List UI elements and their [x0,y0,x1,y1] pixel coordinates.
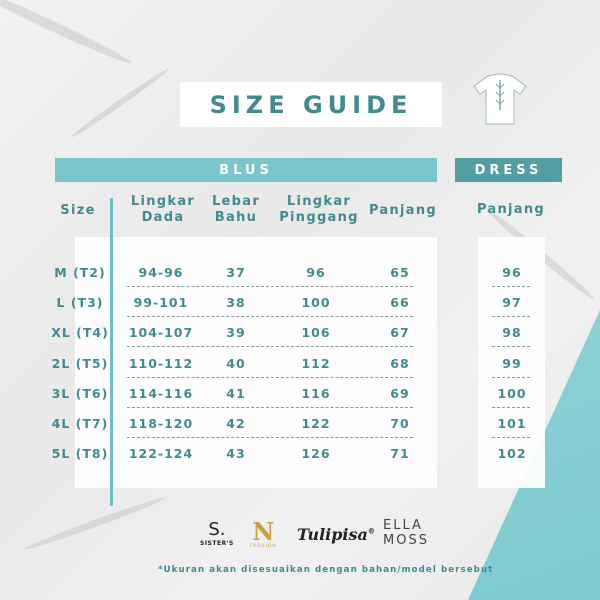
cell-dada: 122-124 [128,446,194,462]
cell-panjang: 65 [390,265,410,280]
cell-panjang: 70 [390,416,410,431]
header-line: Dada [141,210,185,225]
header-lebar-bahu: Lebar Bahu [212,194,260,226]
cell-dada: 94-96 [138,265,184,280]
cell-pinggang: 112 [301,355,331,371]
header-size: Size [60,203,96,218]
cell-pinggang: 100 [301,295,331,311]
cell-panjang: 68 [390,355,410,371]
page-title: SIZE GUIDE [209,90,413,119]
cell-pinggang: 106 [301,325,331,341]
shirt-icon [473,73,527,125]
cell-bahu: 37 [226,265,246,280]
header-panjang: Panjang [368,203,438,218]
header-line: Lebar [211,194,261,209]
logo-text: ® [367,526,375,536]
cell-bahu: 40 [226,355,246,371]
cell-pinggang: 96 [306,265,326,280]
table-row: L (T3) 99-101 38 100 66 97 [0,288,600,318]
table-row: 2L (T5) 110-112 40 112 68 99 [0,349,600,379]
dress-table-panel [478,237,545,488]
marble-vein [23,494,167,553]
cell-dress: 98 [502,325,522,341]
row-divider [492,437,530,438]
cell-dada: 99-101 [133,295,189,311]
logo-ella-moss: ELLA MOSS [383,518,429,548]
row-divider [492,376,530,378]
cell-dada: 110-112 [128,355,194,371]
cell-pinggang: 122 [301,416,331,431]
table-row: 4L (T7) 118-120 42 122 70 101 [0,409,600,439]
cell-panjang: 67 [390,325,410,341]
table-row: XL (T4) 104-107 39 106 67 98 [0,318,600,348]
row-divider [127,406,413,408]
row-divider [127,316,413,318]
cell-dada: 118-120 [128,416,194,431]
row-divider [127,346,413,348]
marble-vein [0,0,134,68]
row-divider [492,286,530,287]
cell-bahu: 43 [226,446,246,462]
cell-panjang: 66 [390,295,410,311]
row-divider [127,286,413,287]
logo-n-fashion: N FASHION [250,517,277,550]
marble-vein [69,66,171,140]
cell-dress: 102 [497,446,527,462]
logo-text: SISTER'S [200,540,234,547]
cell-dada: 104-107 [128,325,194,341]
divider-line [110,198,113,506]
blus-table-panel [75,237,437,488]
row-divider [127,437,413,438]
header-dress-panjang: Panjang [476,202,546,217]
header-line: Pinggang [279,210,359,225]
logo-sisters: S. SISTER'S [200,519,234,548]
title-box: SIZE GUIDE [180,82,442,127]
cell-bahu: 38 [226,295,246,311]
logo-text: S. [208,519,226,540]
cell-bahu: 39 [226,325,246,341]
blus-section-bar: BLUS [55,158,437,182]
cell-size: M (T2) [54,265,106,280]
footnote: *Ukuran akan disesuaikan dengan bahan/mo… [158,565,494,575]
header-lingkar-dada: Lingkar Dada [131,194,195,226]
cell-dress: 100 [497,385,527,401]
header-line: Lingkar [286,194,352,209]
header-line: Bahu [214,210,258,225]
cell-dress: 97 [502,295,522,311]
logo-text: ELLA [383,518,423,533]
cell-dress: 99 [502,355,522,371]
logo-text: FASHION [250,544,277,549]
dress-section-bar: DRESS [455,158,562,182]
cell-pinggang: 116 [301,385,331,401]
logo-text: MOSS [383,533,429,548]
cell-size: XL (T4) [51,325,109,341]
cell-bahu: 41 [226,385,246,401]
cell-size: 5L (T8) [51,446,109,462]
logo-text: N [252,517,275,546]
header-lingkar-pinggang: Lingkar Pinggang [279,194,359,226]
cell-size: L (T3) [56,295,104,311]
row-divider [127,376,413,378]
table-row: M (T2) 94-96 37 96 65 96 [0,258,600,288]
cell-panjang: 69 [390,385,410,401]
cell-size: 2L (T5) [51,355,109,371]
row-divider [492,316,530,318]
cell-size: 4L (T7) [51,416,109,431]
row-divider [492,406,530,408]
cell-panjang: 71 [390,446,410,462]
cell-bahu: 42 [226,416,246,431]
table-row: 3L (T6) 114-116 41 116 69 100 [0,379,600,409]
row-divider [492,346,530,348]
cell-dress: 101 [497,416,527,431]
logo-text: Tulipisa [297,525,368,544]
cell-dress: 96 [502,265,522,280]
cell-pinggang: 126 [301,446,331,462]
table-row: 5L (T8) 122-124 43 126 71 102 [0,439,600,469]
logo-tulipisa: Tulipisa® [297,525,375,544]
cell-size: 3L (T6) [51,385,109,401]
cell-dada: 114-116 [128,385,194,401]
header-line: Lingkar [130,194,196,209]
